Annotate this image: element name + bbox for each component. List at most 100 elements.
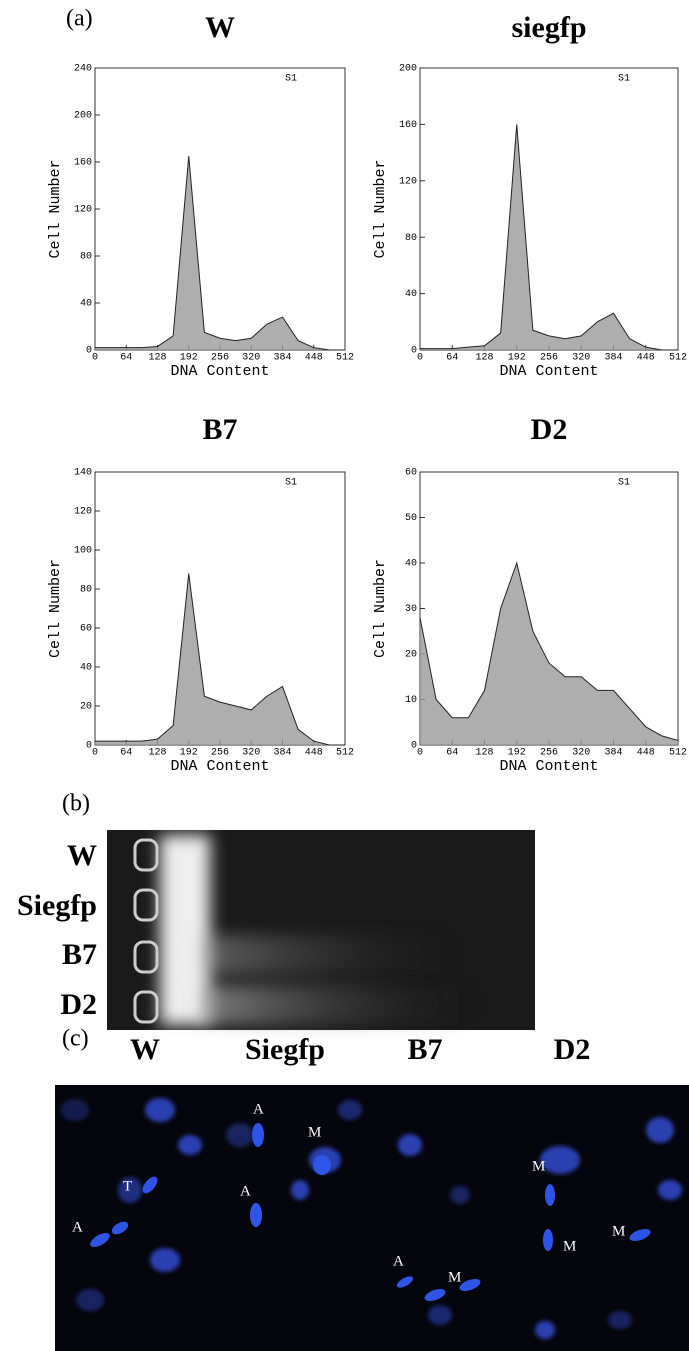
x-tick-label: 256 — [540, 748, 558, 759]
x-axis-label: DNA Content — [170, 758, 269, 775]
cell-mark: A — [240, 1183, 251, 1199]
column-title: B7 — [407, 1033, 442, 1066]
y-axis-label: Cell Number — [372, 159, 389, 258]
x-tick-label: 0 — [417, 748, 423, 759]
y-tick-label: 80 — [80, 252, 92, 263]
cell-mark: M — [448, 1269, 461, 1285]
histogram-line — [95, 573, 345, 746]
x-tick-label: 320 — [242, 353, 260, 364]
histogram-line — [419, 561, 679, 741]
y-tick-label: 0 — [411, 741, 417, 752]
x-tick-label: 256 — [211, 748, 229, 759]
panel-label: (a) — [66, 6, 93, 32]
x-tick-label: 512 — [336, 353, 354, 364]
x-tick-label: 512 — [669, 353, 687, 364]
panel-label: (c) — [62, 1026, 89, 1052]
y-axis-label: Cell Number — [47, 159, 64, 258]
x-tick-label: 320 — [242, 748, 260, 759]
y-tick-label: 30 — [405, 604, 417, 615]
histogram-area — [95, 156, 345, 350]
y-tick-label: 40 — [80, 299, 92, 310]
x-tick-label: 64 — [120, 748, 132, 759]
x-axis-label: DNA Content — [170, 363, 269, 380]
cell-mark: M — [532, 1158, 545, 1174]
y-tick-label: 120 — [399, 176, 417, 187]
y-tick-label: 80 — [405, 233, 417, 244]
y-tick-label: 60 — [405, 468, 417, 479]
cell-mark: M — [563, 1238, 576, 1254]
x-tick-label: 448 — [305, 353, 323, 364]
x-tick-label: 0 — [92, 353, 98, 364]
x-tick-label: 192 — [180, 748, 198, 759]
y-tick-label: 200 — [74, 111, 92, 122]
chart-title: siegfp — [512, 11, 587, 44]
x-tick-label: 64 — [446, 353, 458, 364]
x-tick-label: 64 — [446, 748, 458, 759]
y-tick-label: 40 — [80, 663, 92, 674]
y-tick-label: 40 — [405, 289, 417, 300]
histogram-area — [420, 563, 678, 745]
chart-title: W — [205, 11, 235, 44]
lane-label: B7 — [62, 938, 97, 971]
x-tick-label: 320 — [572, 748, 590, 759]
lane-label: W — [67, 839, 97, 872]
column-title: W — [130, 1033, 160, 1066]
y-tick-label: 140 — [74, 468, 92, 479]
y-tick-label: 200 — [399, 64, 417, 75]
x-tick-label: 192 — [508, 353, 526, 364]
plot-frame — [419, 67, 679, 351]
y-tick-label: 10 — [405, 695, 417, 706]
chart-title: D2 — [531, 413, 568, 446]
column-title: D2 — [554, 1033, 591, 1066]
cell-mark: A — [253, 1101, 264, 1117]
panel-label: (b) — [62, 791, 90, 817]
y-axis-label: Cell Number — [372, 559, 389, 658]
cell-mark: T — [123, 1178, 132, 1194]
y-tick-label: 80 — [80, 585, 92, 596]
chart-title: B7 — [202, 413, 237, 446]
plot-frame — [94, 67, 346, 351]
y-tick-label: 20 — [405, 650, 417, 661]
lane-label: Siegfp — [17, 889, 97, 922]
microscopy-image — [55, 1085, 689, 1351]
y-axis-label: Cell Number — [47, 559, 64, 658]
y-tick-label: 160 — [399, 120, 417, 131]
y-tick-label: 0 — [86, 346, 92, 357]
cell-mark: M — [308, 1124, 321, 1140]
gel-image — [107, 830, 535, 1030]
x-tick-label: 384 — [604, 353, 622, 364]
cell-mark: M — [612, 1223, 625, 1239]
x-tick-label: 192 — [180, 353, 198, 364]
y-tick-label: 40 — [405, 559, 417, 570]
cell-mark: A — [72, 1219, 83, 1235]
histogram-line — [420, 124, 678, 351]
x-tick-label: 128 — [148, 353, 166, 364]
histogram-area — [420, 124, 678, 351]
y-tick-label: 240 — [74, 64, 92, 75]
lane-label: D2 — [60, 988, 97, 1021]
x-tick-label: 0 — [92, 748, 98, 759]
y-tick-label: 0 — [411, 346, 417, 357]
x-tick-label: 384 — [273, 353, 291, 364]
column-title: Siegfp — [245, 1033, 325, 1066]
x-tick-label: 0 — [417, 353, 423, 364]
x-axis-label: DNA Content — [499, 758, 598, 775]
cell-mark: A — [393, 1253, 404, 1269]
y-tick-label: 160 — [74, 158, 92, 169]
x-tick-label: 128 — [148, 748, 166, 759]
x-tick-label: 448 — [637, 748, 655, 759]
x-axis-label: DNA Content — [499, 363, 598, 380]
annotation: S1 — [285, 478, 297, 489]
x-tick-label: 256 — [540, 353, 558, 364]
y-tick-label: 120 — [74, 205, 92, 216]
x-tick-label: 512 — [669, 748, 687, 759]
x-tick-label: 512 — [336, 748, 354, 759]
x-tick-label: 448 — [637, 353, 655, 364]
x-tick-label: 448 — [305, 748, 323, 759]
x-tick-label: 192 — [508, 748, 526, 759]
y-tick-label: 20 — [80, 702, 92, 713]
histogram-area — [95, 573, 345, 745]
y-tick-label: 0 — [86, 741, 92, 752]
y-tick-label: 100 — [74, 546, 92, 557]
